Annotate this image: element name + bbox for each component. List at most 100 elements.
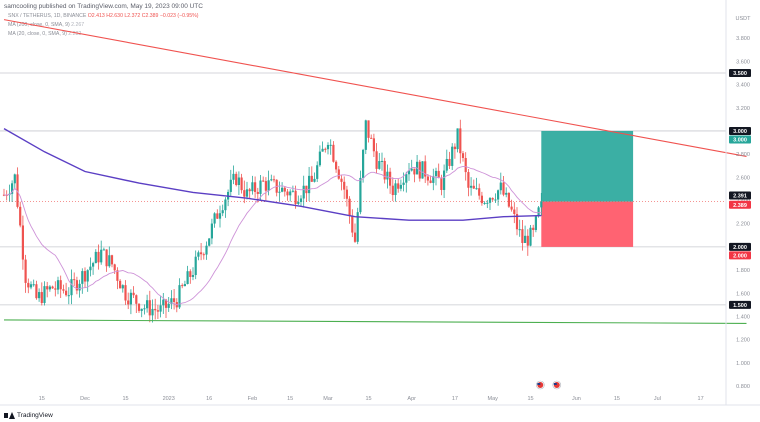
candle-body [208, 238, 211, 246]
candle-body [202, 254, 205, 256]
candle-body [235, 173, 238, 185]
candle-body [356, 212, 359, 242]
x-tick-label: 15 [365, 396, 371, 402]
candle-body [445, 158, 448, 171]
candle-body [164, 299, 168, 308]
candle-body [97, 251, 100, 263]
y-tick-label: 3.600 [736, 59, 750, 65]
candle-body [345, 189, 348, 199]
candle-body [102, 249, 105, 251]
candle-body [146, 300, 149, 309]
candle-body [16, 174, 19, 207]
price-label: 2.389 [733, 203, 747, 209]
candle-body [353, 232, 357, 242]
candle-body [89, 266, 92, 271]
candle-body [407, 170, 411, 175]
candle-body [270, 179, 273, 181]
candle-body [402, 182, 405, 185]
ohlc-values: O2.413 H2.630 L2.372 C2.389 −0.023 (−0.9… [87, 13, 199, 19]
candle-body [221, 210, 224, 214]
price-label: 3.000 [733, 129, 747, 135]
candle-body [62, 289, 65, 291]
x-tick-label: Mar [323, 396, 333, 402]
candle-body [540, 201, 543, 208]
candle-body [510, 206, 513, 210]
price-label: 3.000 [733, 137, 747, 143]
candle-body [310, 175, 313, 182]
candle-body [367, 120, 370, 138]
candle-body [326, 144, 330, 150]
candle-body [289, 191, 292, 196]
publisher-caption: samcooling published on TradingView.com,… [4, 3, 203, 10]
candle-body [191, 275, 195, 277]
candle-body [413, 168, 416, 175]
ma20-line [3, 166, 542, 306]
candle-body [461, 153, 465, 158]
candle-body [186, 271, 189, 285]
candle-body [256, 191, 259, 194]
candle-body [140, 308, 143, 311]
candle-body [524, 235, 527, 243]
candle-body [183, 284, 186, 287]
candle-body [459, 128, 462, 154]
tradingview-footer[interactable]: TradingView [4, 412, 53, 419]
x-tick-label: Apr [407, 396, 416, 402]
candle-body [470, 185, 473, 188]
price-label: 1.500 [733, 303, 747, 309]
candle-body [475, 188, 478, 190]
x-tick-label: 15 [122, 396, 128, 402]
candle-body [386, 171, 389, 180]
x-tick-label: Jun [572, 396, 581, 402]
y-tick-label: 1.600 [736, 291, 750, 297]
candle-body [81, 271, 84, 284]
candle-body [299, 198, 303, 202]
candle-body [127, 300, 130, 305]
y-tick-label: 1.400 [736, 314, 750, 320]
candle-body [332, 144, 335, 162]
candle-body [73, 279, 76, 281]
support-line [3, 319, 747, 324]
candle-body [343, 181, 346, 190]
candle-body [324, 148, 327, 150]
candle-body [124, 285, 127, 301]
candle-body [375, 151, 378, 169]
x-tick-label: 15 [287, 396, 293, 402]
y-tick-label: 3.800 [736, 36, 750, 42]
candle-body [27, 282, 30, 288]
candle-body [56, 280, 60, 290]
price-label: 2.000 [733, 253, 747, 259]
x-tick-label: 2023 [163, 396, 175, 402]
candle-body [83, 271, 87, 282]
candle-body [362, 149, 365, 178]
candle-body [340, 178, 343, 182]
candle-body [70, 279, 73, 296]
candle-body [113, 264, 116, 271]
candle-body [529, 227, 532, 246]
x-tick-label: 15 [614, 396, 620, 402]
candle-body [189, 271, 192, 277]
candle-body [100, 249, 103, 263]
candle-body [434, 170, 438, 177]
candle-body [224, 199, 227, 211]
candle-body [499, 182, 502, 191]
candle-body [272, 179, 276, 181]
x-tick-label: Jul [654, 396, 661, 402]
event-flag-icon [553, 383, 557, 385]
candle-body [210, 223, 213, 239]
candle-body [197, 252, 200, 257]
candle-body [383, 160, 386, 180]
ma20-label: MA (20, close, 0, SMA, 9) [8, 31, 67, 37]
candle-body [94, 251, 97, 264]
candle-body [302, 185, 305, 199]
candle-body [48, 286, 51, 290]
candle-body [351, 215, 354, 233]
candle-body [505, 192, 508, 195]
candle-body [243, 190, 246, 197]
candle-body [245, 189, 249, 197]
x-tick-label: Dec [80, 396, 90, 402]
candle-body [254, 182, 257, 192]
candle-body [456, 128, 459, 150]
candle-body [378, 161, 381, 169]
candle-body [451, 146, 454, 166]
